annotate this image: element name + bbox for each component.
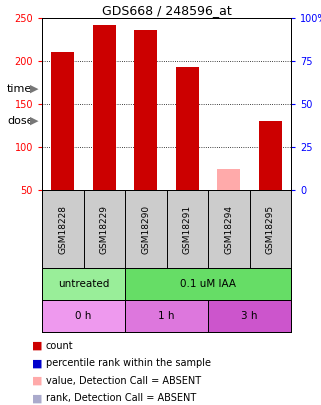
Text: ▶: ▶ bbox=[30, 116, 39, 126]
Text: dose: dose bbox=[7, 116, 33, 126]
Text: ■: ■ bbox=[32, 358, 42, 369]
Text: 3 h: 3 h bbox=[241, 311, 258, 321]
Bar bbox=[51, 52, 74, 190]
Bar bbox=[217, 168, 240, 190]
Text: GSM18295: GSM18295 bbox=[266, 205, 275, 254]
Text: GSM18228: GSM18228 bbox=[58, 205, 67, 254]
Text: ■: ■ bbox=[32, 341, 42, 351]
Text: count: count bbox=[46, 341, 74, 351]
Bar bbox=[42, 300, 125, 332]
Text: 0.1 uM IAA: 0.1 uM IAA bbox=[180, 279, 236, 289]
Text: time: time bbox=[7, 84, 32, 94]
Text: ■: ■ bbox=[32, 376, 42, 386]
Bar bbox=[93, 25, 116, 190]
Bar bbox=[125, 268, 291, 300]
Text: percentile rank within the sample: percentile rank within the sample bbox=[46, 358, 211, 369]
Title: GDS668 / 248596_at: GDS668 / 248596_at bbox=[102, 4, 231, 17]
Text: GSM18290: GSM18290 bbox=[141, 205, 150, 254]
Bar bbox=[208, 300, 291, 332]
Text: untreated: untreated bbox=[58, 279, 109, 289]
Bar bbox=[176, 67, 199, 190]
Text: value, Detection Call = ABSENT: value, Detection Call = ABSENT bbox=[46, 376, 201, 386]
Text: ■: ■ bbox=[32, 394, 42, 403]
Bar bbox=[125, 300, 208, 332]
Text: 1 h: 1 h bbox=[158, 311, 175, 321]
Bar bbox=[42, 268, 125, 300]
Text: GSM18294: GSM18294 bbox=[224, 205, 233, 254]
Text: rank, Detection Call = ABSENT: rank, Detection Call = ABSENT bbox=[46, 394, 196, 403]
Bar bbox=[134, 30, 157, 190]
Text: GSM18291: GSM18291 bbox=[183, 205, 192, 254]
Text: ▶: ▶ bbox=[30, 84, 39, 94]
Text: GSM18229: GSM18229 bbox=[100, 205, 109, 254]
Bar bbox=[259, 121, 282, 190]
Text: 0 h: 0 h bbox=[75, 311, 92, 321]
